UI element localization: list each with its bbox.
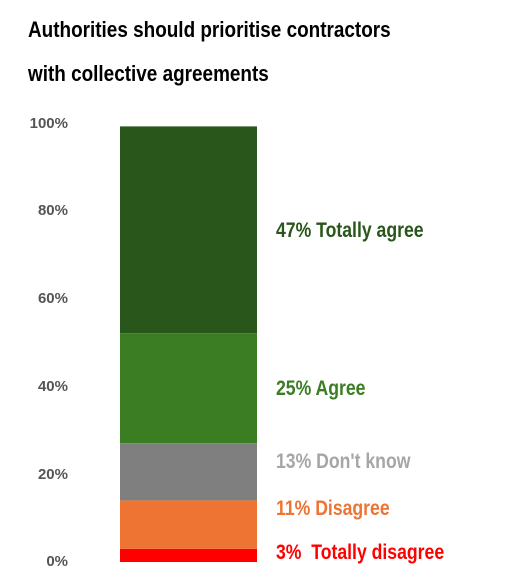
bar-segment [120, 500, 257, 549]
y-tick-label: 80% [38, 202, 68, 219]
segment-label: 11% Disagree [276, 497, 390, 521]
y-tick-label: 60% [38, 290, 68, 307]
y-tick-label: 0% [46, 553, 68, 568]
segment-label: 3% Totally disagree [276, 541, 444, 565]
chart-title-line-2: with collective agreements [28, 61, 269, 86]
bar-segment [120, 548, 257, 562]
segment-label: 13% Don't know [276, 450, 411, 474]
bar-segment [120, 333, 257, 444]
y-tick-label: 40% [38, 378, 68, 395]
segment-label: 25% Agree [276, 377, 366, 401]
bar-segment [120, 443, 257, 501]
chart-title-line-1: Authorities should prioritise contractor… [28, 17, 391, 42]
y-tick-label: 20% [38, 466, 68, 483]
chart-title: Authorities should prioritise contractor… [28, 8, 432, 96]
bar-segment [120, 126, 257, 334]
y-tick-label: 100% [30, 115, 68, 132]
segment-label: 47% Totally agree [276, 218, 424, 242]
